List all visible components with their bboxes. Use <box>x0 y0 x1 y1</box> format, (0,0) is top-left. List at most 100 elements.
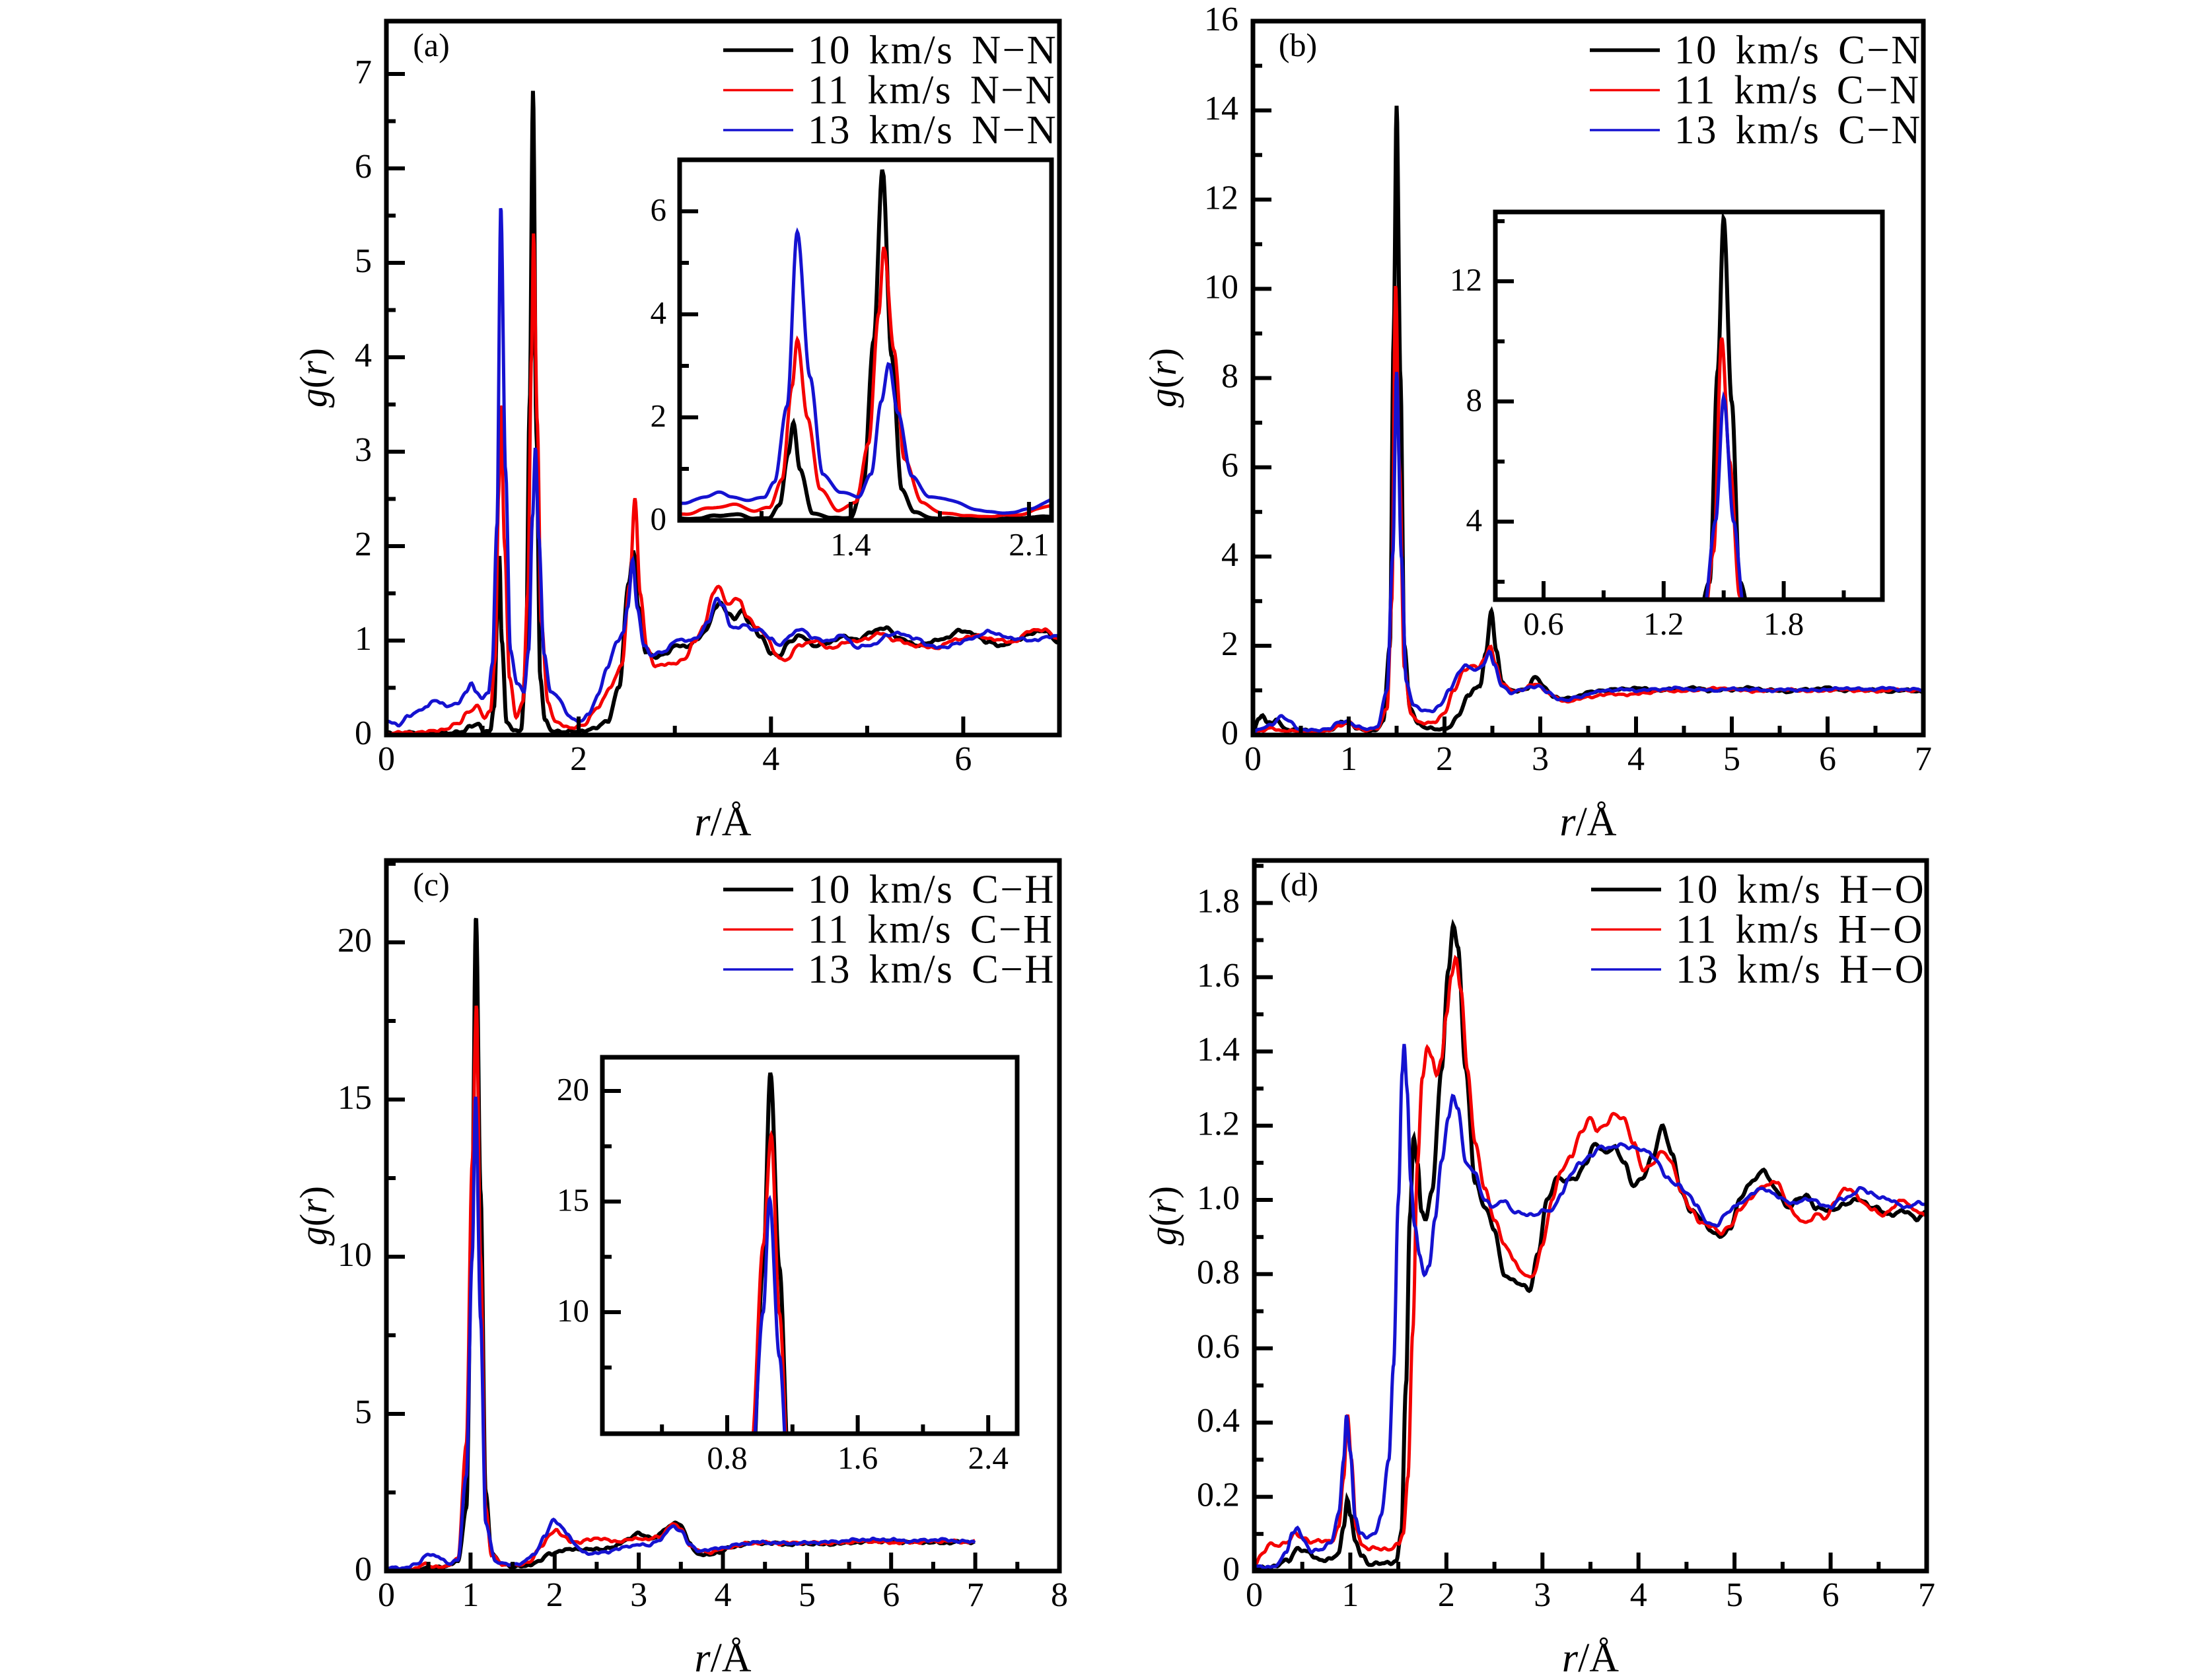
svg-text:8: 8 <box>1051 1576 1068 1614</box>
svg-text:0.8: 0.8 <box>707 1440 747 1476</box>
svg-text:0: 0 <box>355 1551 372 1588</box>
svg-text:6: 6 <box>1221 447 1238 485</box>
svg-text:15: 15 <box>338 1079 372 1117</box>
svg-text:7: 7 <box>1915 740 1932 778</box>
svg-text:2: 2 <box>1436 740 1453 778</box>
svg-text:20: 20 <box>557 1071 589 1107</box>
svg-text:6: 6 <box>651 192 667 228</box>
svg-text:4: 4 <box>1221 536 1238 574</box>
svg-text:4: 4 <box>651 295 667 331</box>
svg-text:2: 2 <box>570 740 587 778</box>
svg-text:1.8: 1.8 <box>1764 606 1804 642</box>
svg-text:13 km/s N−N: 13 km/s N−N <box>808 108 1057 153</box>
svg-text:11 km/s C−N: 11 km/s C−N <box>1674 69 1921 113</box>
svg-text:0: 0 <box>1223 1551 1240 1588</box>
svg-text:10: 10 <box>1204 268 1238 306</box>
svg-text:3: 3 <box>1532 740 1549 778</box>
svg-text:10 km/s C−N: 10 km/s C−N <box>1674 28 1922 73</box>
svg-text:(d): (d) <box>1280 866 1318 903</box>
svg-text:4: 4 <box>1630 1576 1647 1614</box>
svg-text:8: 8 <box>1466 382 1483 418</box>
svg-text:6: 6 <box>355 148 372 186</box>
svg-text:10: 10 <box>557 1292 589 1329</box>
svg-text:0: 0 <box>651 501 667 537</box>
svg-text:5: 5 <box>799 1576 816 1614</box>
svg-text:0: 0 <box>1246 1576 1263 1614</box>
svg-text:6: 6 <box>1822 1576 1839 1614</box>
svg-text:10: 10 <box>338 1236 372 1274</box>
svg-text:0: 0 <box>378 740 395 778</box>
svg-text:1.2: 1.2 <box>1197 1105 1240 1143</box>
svg-text:6: 6 <box>1819 740 1836 778</box>
svg-text:13 km/s C−H: 13 km/s C−H <box>808 948 1055 992</box>
svg-text:2.1: 2.1 <box>1009 526 1049 563</box>
svg-text:12: 12 <box>1450 262 1482 298</box>
svg-text:r/Å: r/Å <box>1562 1636 1619 1677</box>
svg-text:3: 3 <box>630 1576 647 1614</box>
svg-text:0.6: 0.6 <box>1523 606 1563 642</box>
svg-text:2: 2 <box>1438 1576 1455 1614</box>
svg-text:13 km/s H−O: 13 km/s H−O <box>1676 948 1925 992</box>
svg-text:1: 1 <box>1341 1576 1359 1614</box>
svg-text:g(r): g(r) <box>292 1186 335 1245</box>
svg-text:1.8: 1.8 <box>1197 882 1240 920</box>
svg-text:4: 4 <box>762 740 779 778</box>
svg-text:8: 8 <box>1221 358 1238 396</box>
svg-text:11 km/s C−H: 11 km/s C−H <box>808 908 1054 952</box>
svg-text:2.4: 2.4 <box>968 1440 1009 1476</box>
svg-text:1.2: 1.2 <box>1643 606 1684 642</box>
svg-text:0.6: 0.6 <box>1197 1328 1240 1366</box>
svg-text:g(r): g(r) <box>1141 1186 1184 1245</box>
svg-text:g(r): g(r) <box>1141 348 1184 407</box>
svg-text:10 km/s C−H: 10 km/s C−H <box>808 868 1055 912</box>
svg-text:0: 0 <box>378 1576 395 1614</box>
svg-text:r/Å: r/Å <box>694 1636 751 1677</box>
svg-text:2: 2 <box>651 398 667 434</box>
svg-text:5: 5 <box>355 1393 372 1431</box>
svg-text:2: 2 <box>1221 625 1238 663</box>
svg-text:4: 4 <box>1466 502 1483 538</box>
svg-text:0: 0 <box>355 715 372 752</box>
svg-text:3: 3 <box>1534 1576 1551 1614</box>
svg-text:1.4: 1.4 <box>830 526 871 563</box>
svg-text:7: 7 <box>355 53 372 91</box>
svg-text:(a): (a) <box>413 26 450 63</box>
svg-text:15: 15 <box>557 1182 589 1218</box>
svg-text:1.0: 1.0 <box>1197 1179 1240 1217</box>
svg-text:12: 12 <box>1204 179 1238 217</box>
svg-text:0: 0 <box>1221 715 1238 752</box>
svg-text:11 km/s H−O: 11 km/s H−O <box>1676 908 1924 952</box>
svg-text:7: 7 <box>1918 1576 1935 1614</box>
svg-text:11 km/s N−N: 11 km/s N−N <box>808 69 1056 113</box>
svg-text:5: 5 <box>1726 1576 1743 1614</box>
svg-text:g(r): g(r) <box>292 348 335 407</box>
svg-text:0: 0 <box>1244 740 1262 778</box>
svg-text:0.2: 0.2 <box>1197 1477 1240 1514</box>
svg-text:14: 14 <box>1204 90 1238 127</box>
svg-text:r/Å: r/Å <box>694 800 751 845</box>
svg-text:r/Å: r/Å <box>1559 800 1616 845</box>
svg-text:0.8: 0.8 <box>1197 1253 1240 1291</box>
svg-text:20: 20 <box>338 922 372 960</box>
svg-text:5: 5 <box>1723 740 1740 778</box>
svg-text:2: 2 <box>355 526 372 563</box>
svg-text:1: 1 <box>1340 740 1357 778</box>
svg-text:4: 4 <box>1627 740 1645 778</box>
svg-text:10 km/s N−N: 10 km/s N−N <box>808 28 1057 73</box>
svg-text:1.6: 1.6 <box>1197 957 1240 995</box>
svg-text:5: 5 <box>355 242 372 280</box>
svg-text:3: 3 <box>355 431 372 469</box>
svg-text:1: 1 <box>462 1576 479 1614</box>
svg-text:1: 1 <box>355 620 372 658</box>
svg-text:1.4: 1.4 <box>1197 1031 1240 1068</box>
svg-text:4: 4 <box>355 337 372 374</box>
svg-text:4: 4 <box>715 1576 732 1614</box>
svg-text:1.6: 1.6 <box>838 1440 878 1476</box>
svg-text:7: 7 <box>967 1576 984 1614</box>
svg-text:6: 6 <box>954 740 972 778</box>
svg-text:10 km/s H−O: 10 km/s H−O <box>1676 868 1925 912</box>
svg-text:6: 6 <box>882 1576 900 1614</box>
svg-text:2: 2 <box>546 1576 563 1614</box>
svg-text:0.4: 0.4 <box>1197 1402 1240 1440</box>
svg-text:13 km/s C−N: 13 km/s C−N <box>1674 108 1922 153</box>
